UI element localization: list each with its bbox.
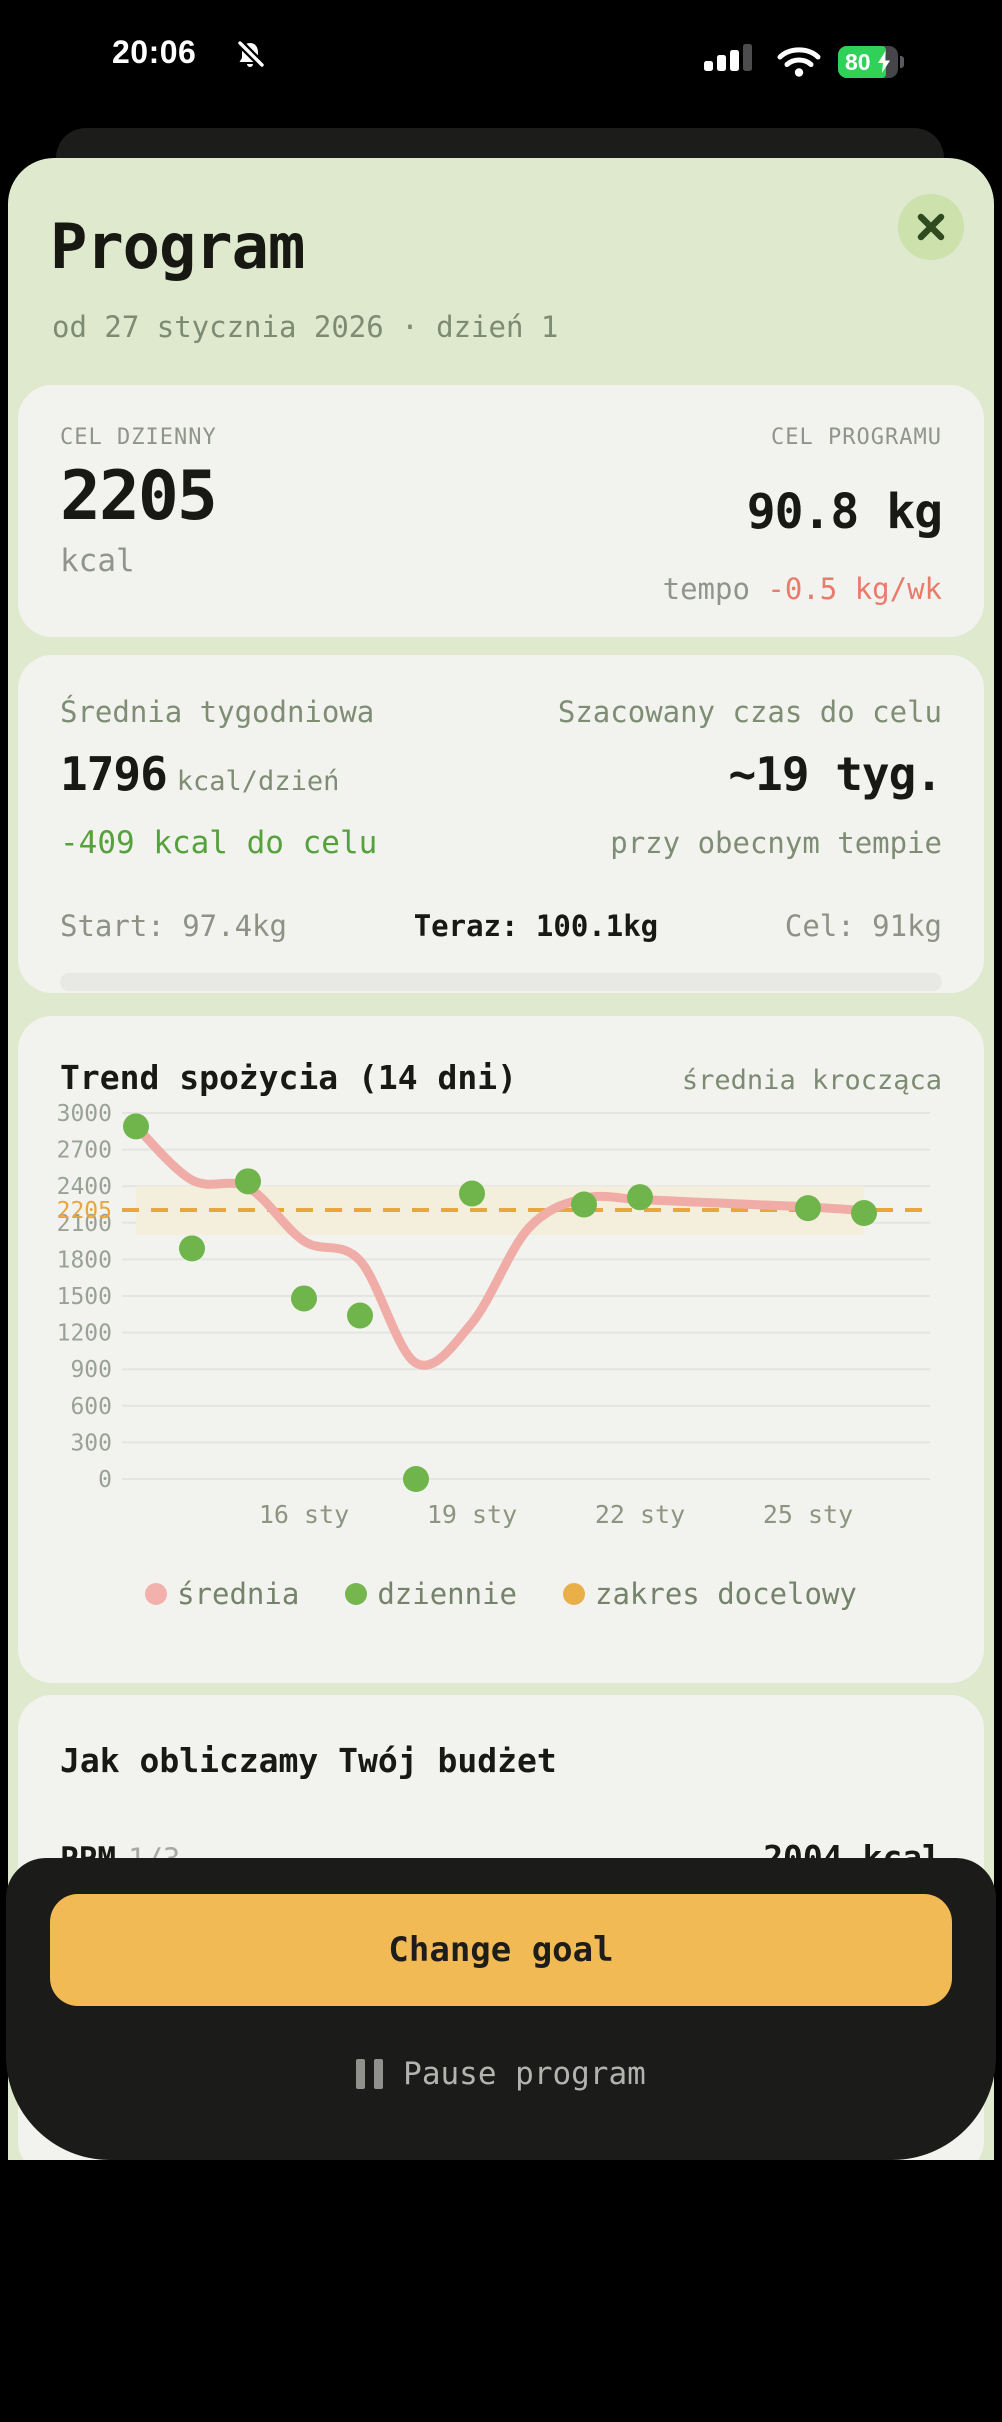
trend-card: Trend spożycia (14 dni) średnia krocząca…	[18, 1016, 984, 1683]
svg-text:300: 300	[70, 1430, 112, 1456]
tempo-label: tempo	[662, 572, 768, 606]
cellular-signal-icon	[704, 44, 752, 71]
weekly-avg-value-row: 1796 kcal/dzień	[60, 747, 339, 801]
change-goal-button[interactable]: Change goal	[50, 1894, 952, 2006]
svg-text:16 sty: 16 sty	[259, 1500, 349, 1529]
svg-text:1800: 1800	[57, 1247, 112, 1273]
tempo-row: tempo -0.5 kg/wk	[663, 572, 942, 606]
svg-text:25 sty: 25 sty	[763, 1500, 853, 1529]
chart-title: Trend spożycia (14 dni)	[60, 1058, 517, 1097]
legend-item: zakres docelowy	[563, 1577, 857, 1611]
legend-item: średnia	[145, 1577, 299, 1611]
start-weight: Start: 97.4kg	[60, 909, 287, 943]
chart-subtitle: średnia krocząca	[681, 1065, 942, 1096]
eta-note: przy obecnym tempie	[610, 826, 942, 860]
trend-chart: 0 300 600 900 1200 1500 1800 2100 2400 2700 3000 22…	[57, 1101, 930, 1529]
eta-value: ~19 tyg.	[728, 747, 943, 801]
legend-dot-icon	[345, 1583, 368, 1605]
pause-program-label: Pause program	[403, 2056, 646, 2092]
svg-text:2205: 2205	[57, 1198, 112, 1224]
svg-text:2100: 2100	[57, 1211, 112, 1237]
current-weight: Teraz: 100.1kg	[413, 909, 659, 943]
program-goal-label: CEL PROGRAMU	[771, 425, 942, 450]
svg-text:2700: 2700	[57, 1138, 112, 1164]
close-button[interactable]	[898, 194, 964, 260]
svg-text:3000: 3000	[57, 1101, 112, 1127]
pause-icon	[356, 2059, 384, 2089]
page-title: Program	[50, 210, 305, 283]
kcal-to-goal: -409 kcal do celu	[60, 825, 378, 861]
close-icon	[917, 213, 945, 241]
goals-card: CEL DZIENNY 2205 kcal CEL PROGRAMU 90.8 …	[18, 385, 984, 637]
svg-text:1200: 1200	[57, 1321, 112, 1347]
svg-text:600: 600	[70, 1394, 112, 1420]
pause-program-button[interactable]: Pause program	[6, 2056, 996, 2092]
chart-legend: średnia dziennie zakres docelowy	[44, 1577, 958, 1611]
weekly-avg-unit: kcal/dzień	[176, 766, 340, 797]
daily-goal-value: 2205	[60, 457, 218, 536]
status-bar: 20:06 80	[0, 0, 1002, 100]
daily-goal-label: CEL DZIENNY	[60, 425, 217, 450]
eta-label: Szacowany czas do celu	[557, 695, 942, 729]
tempo-value: -0.5 kg/wk	[767, 572, 942, 606]
goal-weight: Cel: 91kg	[784, 909, 942, 943]
weekly-avg-label: Średnia tygodniowa	[60, 695, 375, 729]
svg-text:0: 0	[98, 1467, 112, 1493]
budget-title: Jak obliczamy Twój budżet	[60, 1741, 557, 1780]
svg-text:900: 900	[70, 1357, 112, 1383]
legend-label: średnia	[177, 1577, 300, 1611]
svg-text:1500: 1500	[57, 1284, 112, 1310]
legend-label: zakres docelowy	[595, 1577, 857, 1611]
program-modal: Program od 27 stycznia 2026 · dzień 1 CE…	[8, 158, 994, 2160]
legend-item: dziennie	[345, 1577, 517, 1611]
charging-bolt-icon	[878, 51, 890, 73]
battery-percent: 80	[845, 49, 871, 75]
program-goal-value: 90.8 kg	[746, 484, 943, 540]
stats-card: Średnia tygodniowa Szacowany czas do cel…	[18, 655, 984, 993]
weekly-avg-value: 1796	[60, 747, 168, 801]
clock: 20:06	[112, 34, 197, 70]
svg-text:2400: 2400	[57, 1174, 112, 1200]
daily-goal: CEL DZIENNY 2205 kcal	[60, 425, 218, 597]
legend-label: dziennie	[377, 1577, 517, 1611]
legend-dot-icon	[145, 1583, 168, 1605]
action-sheet: Change goal Pause program	[6, 1858, 996, 2160]
weight-progress-bar	[60, 973, 942, 991]
svg-text:22 sty: 22 sty	[595, 1500, 685, 1529]
legend-dot-icon	[563, 1583, 585, 1605]
wifi-icon	[776, 44, 822, 82]
program-start-date: od 27 stycznia 2026 · dzień 1	[52, 310, 559, 344]
program-goal: CEL PROGRAMU 90.8 kg tempo -0.5 kg/wk	[663, 425, 943, 606]
svg-text:19 sty: 19 sty	[427, 1500, 517, 1529]
battery-icon: 80	[838, 46, 904, 78]
daily-goal-unit: kcal	[60, 542, 135, 579]
notifications-muted-icon	[232, 38, 268, 78]
